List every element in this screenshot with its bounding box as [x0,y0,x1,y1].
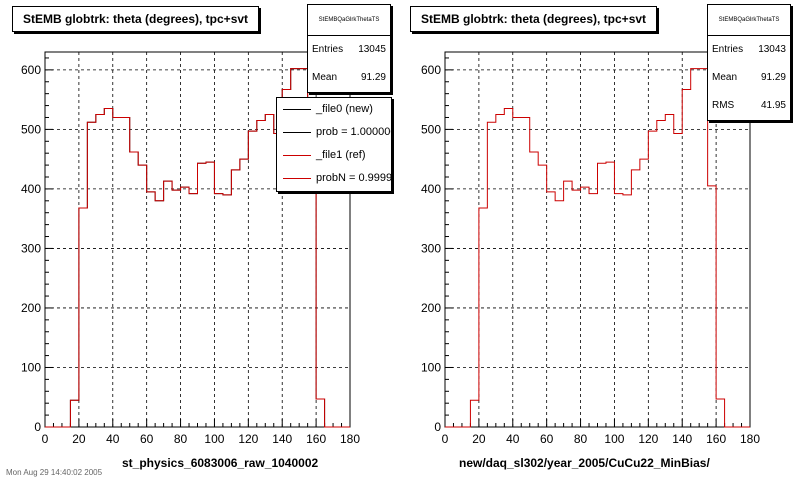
left-x-tick-label: 140 [272,432,292,446]
left-y-tick-label: 600 [21,63,41,77]
right-x-tick-label: 40 [506,432,520,446]
right-x-tick-label: 60 [540,432,554,446]
right-stats-rms-row: RMS 41.95 [708,92,790,120]
left-histogram-title: StEMB globtrk: theta (degrees), tpc+svt [12,6,260,32]
left-stats-box: StEMBQaGlrkThetaTS Entries 13045 Mean 91… [307,4,391,93]
left-stats-name: StEMBQaGlrkThetaTS [308,5,390,36]
left-x-tick-label: 0 [42,432,49,446]
left-histogram-panel: 0 20 40 60 80 100 120 140 160 180 0 100 200 300 400 500… [12,4,392,470]
left-x-tick-label: 180 [340,432,360,446]
legend-swatch-black [283,109,311,110]
right-stats-mean-value: 91.29 [760,72,786,83]
right-y-tick-label: 600 [421,63,441,77]
legend-entry-probn: probN = 0.99995 [277,167,391,190]
right-x-tick-label: 120 [638,432,658,446]
left-x-tick-label: 80 [174,432,188,446]
right-stats-entries-row: Entries 13043 [708,36,790,64]
right-histogram-panel: 0 20 40 60 80 100 120 140 160 180 0 100 200 300 400 500… [400,0,800,480]
right-x-tick-label: 160 [706,432,726,446]
left-stats-mean-row: Mean 91.29 [308,64,390,92]
right-x-tick-label: 180 [740,432,760,446]
left-x-axis-title: st_physics_6083006_raw_1040002 [122,456,319,470]
right-histogram-series-0 [445,68,750,428]
right-stats-rms-label: RMS [712,100,735,111]
left-stats-mean-label: Mean [312,72,338,83]
right-histogram-title: StEMB globtrk: theta (degrees), tpc+svt [410,6,658,32]
right-plot-frame [444,51,751,428]
right-stats-entries-label: Entries [712,44,744,55]
legend-entry-file1: _file1 (ref) [277,144,391,167]
right-y-tick-label: 500 [421,122,441,136]
legend-label-probn: probN = 0.99995 [316,172,392,184]
left-stats-mean-value: 91.29 [360,72,386,83]
right-stats-box: StEMBQaGlrkThetaTS Entries 13043 Mean 91… [707,4,791,121]
left-x-tick-label: 160 [306,432,326,446]
right-y-tick-label: 0 [434,420,441,434]
left-y-tick-label: 400 [21,182,41,196]
left-y-tick-label: 200 [21,301,41,315]
legend-swatch-red [283,155,311,156]
right-y-tick-label: 400 [421,182,441,196]
right-x-axis-title: new/daq_sl302/year_2005/CuCu22_MinBias/ [459,456,710,470]
right-x-tick-label: 0 [442,432,449,446]
right-x-tick-label: 100 [604,432,624,446]
right-histogram-plot: 0 20 40 60 80 100 120 140 160 180 0 100 200 300 400 500… [421,51,760,446]
left-x-tick-label: 20 [72,432,86,446]
left-x-tick-label: 40 [106,432,120,446]
left-stats-entries-label: Entries [312,44,344,55]
left-x-tick-label: 60 [140,432,154,446]
legend-swatch-black [283,132,311,133]
right-stats-mean-row: Mean 91.29 [708,64,790,92]
legend-entry-file0: _file0 (new) [277,98,391,121]
legend-label-file1: _file1 (ref) [316,149,366,161]
left-stats-entries-value: 13045 [358,44,386,55]
right-stats-mean-label: Mean [712,72,738,83]
legend-swatch-red [283,178,311,179]
right-y-tick-label: 100 [421,360,441,374]
right-y-tick-label: 200 [421,301,441,315]
left-x-tick-label: 100 [204,432,224,446]
right-x-tick-label: 20 [472,432,486,446]
legend-label-prob: prob = 1.000000 [316,126,392,138]
footer-timestamp: Mon Aug 29 14:40:02 2005 [6,468,103,477]
left-y-tick-label: 0 [34,420,41,434]
left-x-tick-label: 120 [238,432,258,446]
left-stats-entries-row: Entries 13045 [308,36,390,64]
legend-box: _file0 (new) prob = 1.000000 _file1 (ref… [276,97,392,192]
right-stats-entries-value: 13043 [758,44,786,55]
right-x-tick-label: 140 [672,432,692,446]
legend-entry-prob: prob = 1.000000 [277,121,391,144]
legend-label-file0: _file0 (new) [316,103,373,115]
right-stats-rms-value: 41.95 [760,100,786,111]
left-histogram-series-1 [45,68,350,428]
right-stats-name: StEMBQaGlrkThetaTS [708,5,790,36]
right-y-tick-label: 300 [421,241,441,255]
left-y-tick-label: 500 [21,122,41,136]
left-y-tick-label: 100 [21,360,41,374]
left-y-tick-label: 300 [21,241,41,255]
right-x-tick-label: 80 [574,432,588,446]
